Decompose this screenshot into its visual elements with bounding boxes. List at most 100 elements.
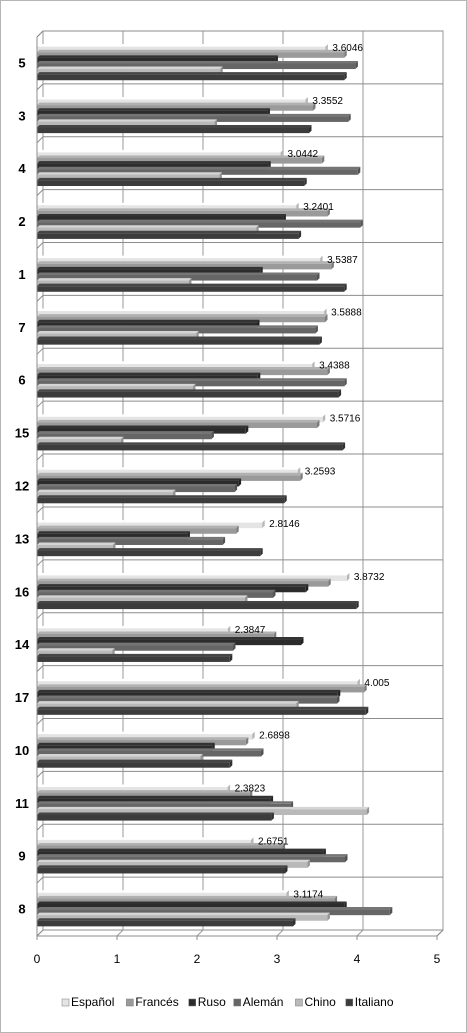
bar-ruso-6 — [37, 375, 258, 381]
bar-español-1 — [37, 258, 321, 264]
bar-top-face — [37, 854, 348, 857]
bar-chino-6 — [37, 386, 193, 392]
bar-top-face — [37, 472, 303, 476]
category-tick — [36, 453, 44, 461]
bar-top-face — [37, 208, 330, 211]
legend-item-ruso: Ruso — [188, 995, 226, 1009]
bar-top-face — [37, 806, 370, 810]
legend-item-italiano: Italiano — [345, 995, 394, 1009]
bar-top-face — [37, 60, 358, 64]
bar-end-face — [245, 425, 249, 434]
bar-top-face — [37, 865, 288, 868]
bar-end-face — [304, 177, 307, 187]
bar-español-3 — [37, 99, 306, 106]
bar-end-face — [319, 336, 322, 345]
bar-top-face — [37, 431, 214, 434]
bar-top-face — [37, 578, 331, 582]
legend-label: Chino — [304, 995, 336, 1009]
bar-alemán-13 — [37, 539, 223, 545]
bar-end-face — [360, 219, 363, 228]
bar-end-face — [285, 865, 288, 874]
bar-top-face — [37, 230, 302, 234]
bar-alemán-15 — [37, 433, 212, 440]
legend-item-alemán: Alemán — [233, 995, 283, 1009]
bar-ruso-8 — [37, 903, 345, 910]
bar-top-face — [37, 330, 199, 334]
bar-italiano-1 — [37, 286, 345, 292]
data-label: 2.8146 — [269, 519, 300, 530]
bar-ruso-9 — [37, 851, 324, 857]
floor-gridline — [116, 929, 124, 937]
x-tick-label: 1 — [114, 952, 121, 966]
bar-top-face — [37, 225, 259, 228]
bar-end-face — [309, 125, 312, 134]
legend-swatch — [295, 998, 303, 1007]
bar-top-face — [37, 49, 347, 53]
bar-end-face — [260, 548, 263, 557]
bar-top-face — [37, 637, 304, 640]
bar-top-face — [37, 319, 260, 323]
bar-top-face — [37, 595, 248, 598]
x-tick-label: 0 — [34, 952, 41, 966]
bar-top-face — [37, 467, 301, 470]
category-tick — [36, 242, 44, 249]
bar-end-face — [284, 495, 287, 504]
bar-español-4 — [37, 152, 281, 159]
bar-end-face — [327, 208, 330, 217]
x-tick-label: 3 — [274, 952, 281, 966]
bar-top-face — [37, 425, 249, 429]
bar-top-face — [37, 695, 340, 699]
bar-top-face — [37, 125, 312, 128]
bar-italiano-9 — [37, 867, 285, 874]
bar-top-face — [37, 525, 239, 529]
bar-alemán-11 — [37, 803, 291, 810]
bar-end-face — [327, 912, 330, 921]
bar-top-face — [37, 161, 271, 164]
data-label: 2.6751 — [258, 836, 289, 847]
bar-end-face — [238, 478, 242, 487]
bar-top-face — [37, 600, 359, 604]
bar-chino-13 — [37, 544, 113, 551]
bar-end-face — [298, 230, 302, 239]
bar-top-face — [37, 795, 274, 799]
bar-end-face — [342, 442, 346, 451]
bar-end-face — [322, 414, 326, 423]
category-tick — [36, 876, 44, 884]
bar-alemán-6 — [37, 380, 345, 387]
bar-español-9 — [37, 839, 252, 846]
category-tick — [36, 30, 44, 38]
bar-ruso-16 — [37, 586, 306, 593]
bar-end-face — [300, 472, 303, 481]
bar-español-11 — [37, 786, 228, 793]
bar-italiano-11 — [37, 814, 272, 821]
bar-top-face — [37, 278, 192, 281]
bar-end-face — [357, 166, 361, 175]
bar-ruso-4 — [37, 163, 269, 170]
bar-end-face — [365, 706, 369, 715]
bar-top-face — [37, 801, 294, 804]
bar-end-face — [348, 113, 351, 122]
bar-chino-7 — [37, 333, 197, 340]
bar-alemán-12 — [37, 486, 235, 493]
bar-top-face — [37, 113, 351, 117]
bar-top-face — [37, 442, 346, 445]
bar-alemán-9 — [37, 856, 345, 863]
bar-ruso-12 — [37, 480, 239, 487]
bar-top-face — [37, 631, 277, 634]
bar-italiano-17 — [37, 709, 366, 715]
bar-top-face — [37, 542, 116, 545]
bar-español-5 — [37, 46, 326, 53]
category-label: 2 — [18, 214, 25, 229]
bar-top-face — [37, 907, 393, 910]
bar-francés-3 — [37, 105, 313, 111]
bar-top-face — [37, 213, 286, 217]
bar-español-13 — [37, 522, 263, 529]
bar-español-12 — [37, 469, 298, 476]
bar-ruso-17 — [37, 692, 338, 699]
category-tick — [36, 136, 44, 144]
bar-end-face — [301, 637, 304, 646]
bar-ruso-3 — [37, 110, 268, 117]
bar-end-face — [344, 283, 347, 292]
bar-end-face — [222, 536, 226, 545]
category-label: 11 — [15, 796, 29, 811]
